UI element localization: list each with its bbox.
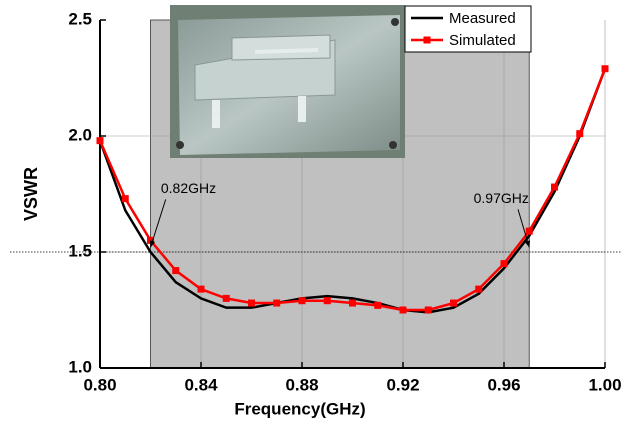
inset-photo bbox=[170, 5, 405, 158]
annotation: 0.97GHz bbox=[474, 190, 529, 206]
legend-label: Simulated bbox=[449, 32, 516, 49]
marker bbox=[601, 65, 609, 73]
y-tick-label: 2.5 bbox=[68, 9, 92, 28]
marker bbox=[576, 130, 584, 138]
x-axis-title: Frequency(GHz) bbox=[234, 399, 365, 418]
marker bbox=[323, 297, 331, 305]
marker bbox=[197, 285, 205, 293]
annotation: 0.82GHz bbox=[161, 180, 216, 196]
marker bbox=[248, 299, 255, 307]
marker bbox=[222, 294, 230, 302]
annotation-arrow bbox=[517, 209, 530, 248]
marker bbox=[500, 260, 508, 268]
marker bbox=[121, 195, 129, 203]
y-tick-label: 1.5 bbox=[68, 241, 92, 260]
x-tick-label: 0.88 bbox=[285, 375, 318, 394]
marker bbox=[374, 301, 382, 309]
arrow-head bbox=[149, 240, 156, 248]
marker bbox=[450, 299, 457, 307]
marker bbox=[273, 299, 281, 307]
y-tick-label: 2.0 bbox=[68, 125, 92, 144]
legend-label: Measured bbox=[449, 10, 516, 27]
x-tick-label: 0.92 bbox=[386, 375, 419, 394]
legend-marker bbox=[423, 36, 431, 44]
marker bbox=[147, 236, 154, 244]
y-axis-title: VSWR bbox=[21, 167, 41, 221]
marker bbox=[96, 137, 104, 145]
marker bbox=[399, 306, 407, 314]
annotation-arrow bbox=[150, 199, 167, 248]
series-line bbox=[98, 68, 607, 314]
legend-box bbox=[404, 5, 532, 53]
marker bbox=[424, 306, 432, 314]
x-tick-label: 0.80 bbox=[83, 375, 116, 394]
x-tick-label: 0.84 bbox=[184, 375, 218, 394]
marker bbox=[298, 297, 306, 305]
x-tick-label: 1.00 bbox=[588, 375, 621, 394]
marker bbox=[551, 183, 558, 191]
marker bbox=[172, 267, 180, 275]
x-tick-label: 0.96 bbox=[487, 375, 520, 394]
marker bbox=[349, 299, 356, 307]
y-tick-label: 1.0 bbox=[68, 357, 92, 376]
arrow-head bbox=[524, 240, 531, 248]
marker bbox=[525, 227, 533, 235]
marker bbox=[475, 285, 483, 293]
